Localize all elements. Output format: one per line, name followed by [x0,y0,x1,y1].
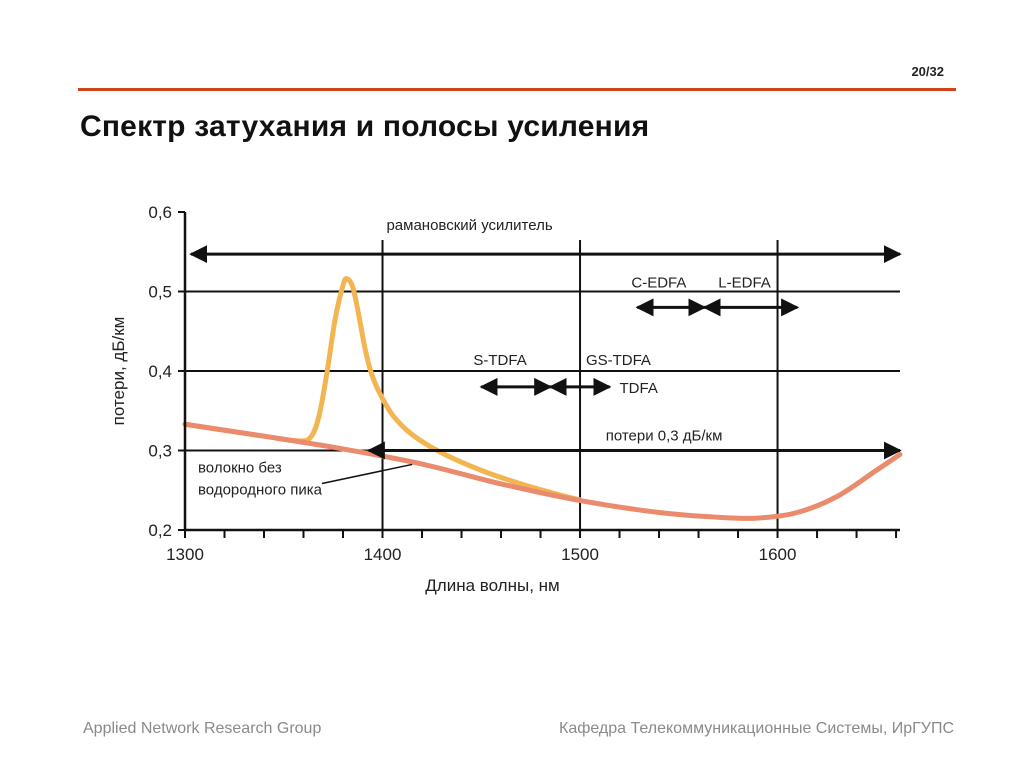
x-tick-label: 1400 [364,545,402,564]
water-peak-fiber-curve [182,276,583,503]
x-tick-label: 1500 [561,545,599,564]
annotation-label: GS-TDFA [586,352,651,369]
x-axis-label: Длина волны, нм [425,576,559,595]
annotation-pointer [321,463,413,485]
y-tick-label: 0,6 [148,203,172,222]
annotation-label: S-TDFA [473,352,526,369]
annotation-label: C-EDFA [631,274,686,291]
y-tick-label: 0,3 [148,442,172,461]
header-rule [78,88,956,91]
y-tick-label: 0,2 [148,521,172,540]
annotation-label: волокно без [198,460,282,477]
y-tick-label: 0,5 [148,283,172,302]
slide-number: 20/32 [911,64,944,79]
x-tick-label: 1600 [759,545,797,564]
footer-group-name: Applied Network Research Group [83,720,322,737]
annotation-label: водородного пика [198,482,323,499]
annotation-label: рамановский усилитель [386,217,552,234]
annotation-label: TDFA [620,380,658,397]
footer-department: Кафедра Телекоммуникационные Системы, Ир… [559,720,954,737]
slide-title: Спектр затухания и полосы усиления [80,110,650,143]
annotation-label: потери 0,3 дБ/км [606,428,723,445]
low-water-peak-fiber-curve [182,421,903,521]
y-tick-label: 0,4 [148,362,172,381]
x-tick-label: 1300 [166,545,204,564]
y-axis-label: потери, дБ/км [109,317,128,426]
annotation-label: L-EDFA [718,274,771,291]
